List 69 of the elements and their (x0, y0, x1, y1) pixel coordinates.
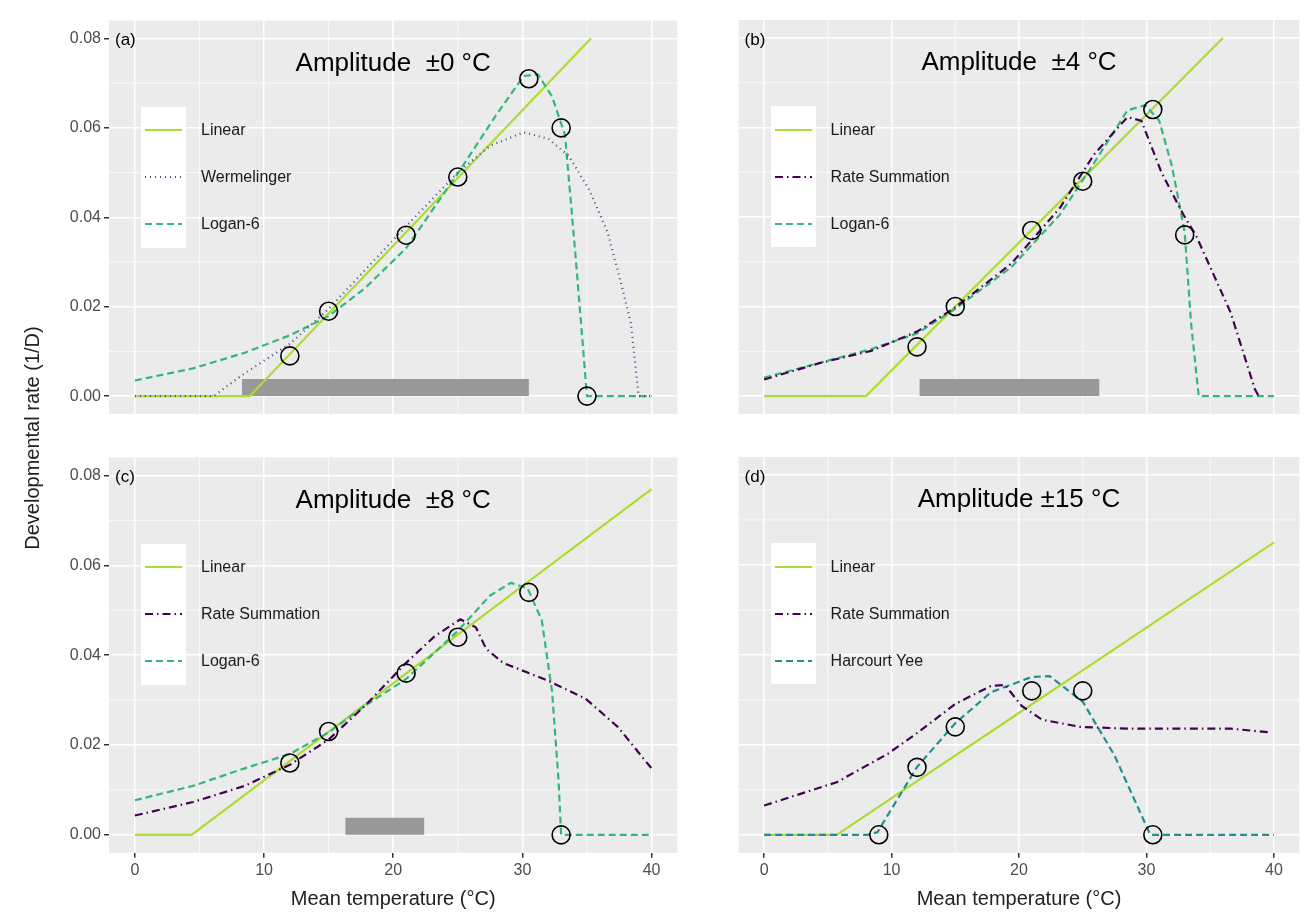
annotation: (c) (115, 467, 135, 487)
point (907, 337, 927, 357)
point (945, 717, 966, 737)
y-tick-label: 0.06 (69, 118, 102, 136)
legend-label: Wermelinger (201, 168, 292, 187)
y-tick-label: 0.02 (69, 735, 102, 753)
x-tick-label: 0 (130, 860, 140, 878)
text: Amplitude ±0 °C (295, 46, 491, 77)
x-tick-label: 30 (1137, 860, 1156, 878)
x-axis-title: Mean temperature (°C) (290, 886, 496, 909)
y-tick-label: 0.04 (69, 207, 102, 225)
point (519, 68, 539, 89)
text: Amplitude ±15 °C (917, 483, 1121, 514)
point (318, 301, 339, 321)
point (447, 167, 468, 187)
legend-label: Linear (201, 558, 246, 577)
point (869, 825, 889, 845)
annotation: (b) (744, 29, 766, 49)
legend-label: Rate Summation (830, 604, 950, 623)
x-tick-label: 30 (513, 860, 532, 878)
x-tick-label: 20 (1010, 860, 1028, 878)
x-tick-label: 40 (1265, 860, 1283, 878)
legend-label: Logan-6 (830, 214, 890, 233)
point (519, 582, 539, 603)
point (396, 225, 416, 245)
legend-label: Linear (201, 121, 246, 140)
x-tick-label: 10 (255, 860, 274, 878)
x-tick-label: 40 (642, 860, 661, 878)
point (1143, 99, 1163, 120)
y-axis-title: Developmental rate (1/D) (20, 326, 44, 550)
legend-label: Logan-6 (201, 652, 260, 671)
legend-label: Harcourt Yee (830, 651, 924, 670)
point (1021, 681, 1042, 701)
y-tick-label: 0.00 (69, 386, 102, 404)
line-series (133, 618, 653, 817)
legend-label: Rate Summation (830, 167, 950, 186)
point (1072, 171, 1093, 191)
point (1021, 220, 1042, 241)
y-tick-label: 0.08 (69, 28, 102, 46)
point (907, 757, 927, 778)
x-tick-label: 20 (384, 860, 403, 878)
y-tick-label: 0.08 (69, 465, 102, 483)
y-tick-label: 0.00 (69, 825, 102, 843)
text: Amplitude ±8 °C (295, 483, 491, 514)
x-tick-label: 10 (882, 860, 901, 878)
y-tick-label: 0.06 (69, 555, 102, 573)
x-axis-title: Mean temperature (°C) (916, 886, 1122, 909)
legend-label: Logan-6 (201, 215, 260, 234)
legend-label: Linear (830, 120, 876, 139)
annotation: (d) (744, 466, 766, 486)
point (280, 346, 300, 366)
point (1072, 681, 1093, 701)
y-tick-label: 0.04 (69, 645, 102, 663)
point (577, 386, 597, 406)
point (447, 627, 468, 648)
text: Amplitude ±4 °C (921, 46, 1117, 77)
point (945, 296, 966, 317)
point (396, 663, 416, 683)
point (551, 118, 571, 138)
y-tick-label: 0.02 (69, 297, 102, 315)
point (1143, 825, 1163, 845)
point (551, 825, 571, 845)
point (1174, 225, 1195, 245)
point (280, 753, 300, 773)
legend-label: Rate Summation (201, 605, 321, 624)
x-tick-label: 0 (759, 860, 769, 878)
point (318, 721, 339, 742)
annotation: (a) (115, 30, 136, 50)
legend-label: Linear (830, 557, 876, 576)
